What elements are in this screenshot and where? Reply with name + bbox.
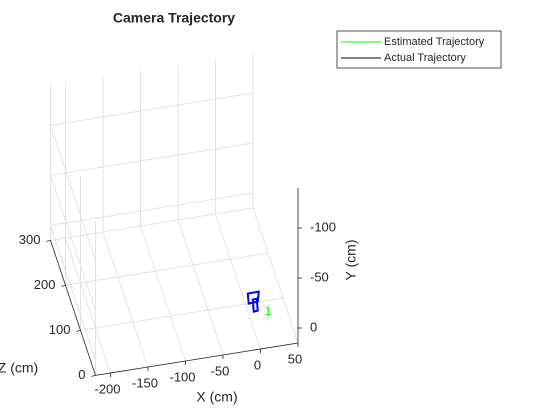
- z-tick: [76, 330, 81, 332]
- grid-line: [252, 207, 299, 344]
- z-tick: [61, 285, 66, 287]
- grid-line: [50, 207, 254, 241]
- x-axis-label: X (cm): [196, 389, 237, 405]
- y-axis-label: Y (cm): [343, 240, 359, 281]
- x-tick-label: 50: [288, 351, 302, 366]
- grid-line: [50, 142, 254, 176]
- x-tick-label: -100: [169, 369, 195, 384]
- legend-box: [336, 30, 502, 69]
- grid-line: [50, 125, 96, 261]
- grid-line: [50, 175, 96, 311]
- z-axis-label: Z (cm): [0, 360, 38, 376]
- x-tick-label: -200: [94, 381, 120, 396]
- grid-line: [65, 252, 269, 286]
- camera-icon: [246, 290, 260, 313]
- grid-line: [102, 231, 149, 368]
- grid-line: [215, 213, 261, 350]
- z-axis: [50, 240, 96, 376]
- x-axis: [95, 342, 299, 376]
- z-tick-label: 300: [19, 232, 41, 247]
- x-tick-label: -50: [211, 363, 230, 378]
- annotation: 1: [265, 304, 272, 318]
- grid-line: [50, 192, 254, 226]
- grid-line: [65, 237, 111, 374]
- z-tick-label: 100: [49, 322, 71, 337]
- z-tick-label: 0: [78, 367, 85, 382]
- z-tick-label: 200: [34, 277, 56, 292]
- z-tick: [46, 240, 51, 242]
- chart-title: Camera Trajectory: [113, 10, 235, 26]
- legend-label: Actual Trajectory: [384, 52, 466, 64]
- grid-line: [140, 225, 186, 362]
- grid-line: [50, 92, 254, 126]
- z-tick: [91, 375, 96, 377]
- grid-line: [177, 219, 224, 356]
- x-tick-label: 0: [254, 357, 261, 372]
- x-tick-label: -150: [132, 375, 158, 390]
- y-tick-label: -50: [310, 269, 329, 284]
- y-tick-label: -100: [310, 219, 336, 234]
- legend-label: Estimated Trajectory: [384, 36, 485, 48]
- grid-line: [50, 225, 96, 361]
- y-tick-label: 0: [310, 319, 317, 334]
